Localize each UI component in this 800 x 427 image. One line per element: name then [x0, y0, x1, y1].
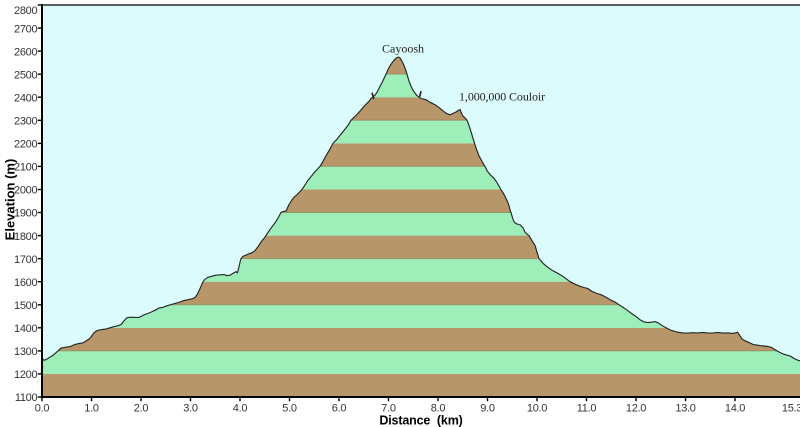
- svg-text:2400: 2400: [14, 92, 37, 104]
- svg-text:2500: 2500: [14, 69, 37, 81]
- svg-text:1300: 1300: [14, 346, 37, 358]
- svg-text:1.0: 1.0: [84, 403, 99, 415]
- svg-text:2200: 2200: [14, 139, 37, 151]
- svg-text:12.0: 12.0: [626, 403, 646, 415]
- svg-text:7.0: 7.0: [381, 403, 396, 415]
- svg-text:2.0: 2.0: [134, 403, 149, 415]
- svg-text:6.0: 6.0: [332, 403, 347, 415]
- svg-text:1,000,000 Couloir: 1,000,000 Couloir: [459, 90, 545, 104]
- svg-text:1200: 1200: [14, 369, 37, 381]
- svg-text:2100: 2100: [14, 162, 37, 174]
- svg-text:5.0: 5.0: [282, 403, 297, 415]
- svg-text:Cayoosh: Cayoosh: [382, 42, 424, 56]
- svg-text:4.0: 4.0: [233, 403, 248, 415]
- svg-text:13.0: 13.0: [675, 403, 695, 415]
- svg-text:10.0: 10.0: [527, 403, 547, 415]
- svg-text:11.0: 11.0: [577, 403, 597, 415]
- svg-text:2700: 2700: [14, 23, 37, 35]
- svg-text:Distance (km): Distance (km): [379, 414, 462, 427]
- svg-text:1100: 1100: [15, 392, 38, 404]
- svg-text:9.0: 9.0: [480, 403, 495, 415]
- svg-text:Elevation (m): Elevation (m): [3, 159, 18, 241]
- svg-text:2000: 2000: [14, 185, 37, 197]
- svg-text:2800: 2800: [14, 5, 37, 17]
- svg-text:1500: 1500: [14, 300, 37, 312]
- svg-text:2300: 2300: [14, 116, 37, 128]
- svg-text:1600: 1600: [14, 277, 37, 289]
- svg-text:1700: 1700: [14, 254, 37, 266]
- svg-text:1400: 1400: [14, 323, 37, 335]
- svg-text:3.0: 3.0: [183, 403, 198, 415]
- svg-text:15.3: 15.3: [782, 403, 800, 415]
- svg-text:0.0: 0.0: [35, 403, 50, 415]
- svg-text:1900: 1900: [14, 208, 37, 220]
- svg-text:8.0: 8.0: [431, 403, 446, 415]
- svg-text:1800: 1800: [14, 231, 37, 243]
- svg-text:14.0: 14.0: [725, 403, 745, 415]
- svg-text:2600: 2600: [14, 46, 37, 58]
